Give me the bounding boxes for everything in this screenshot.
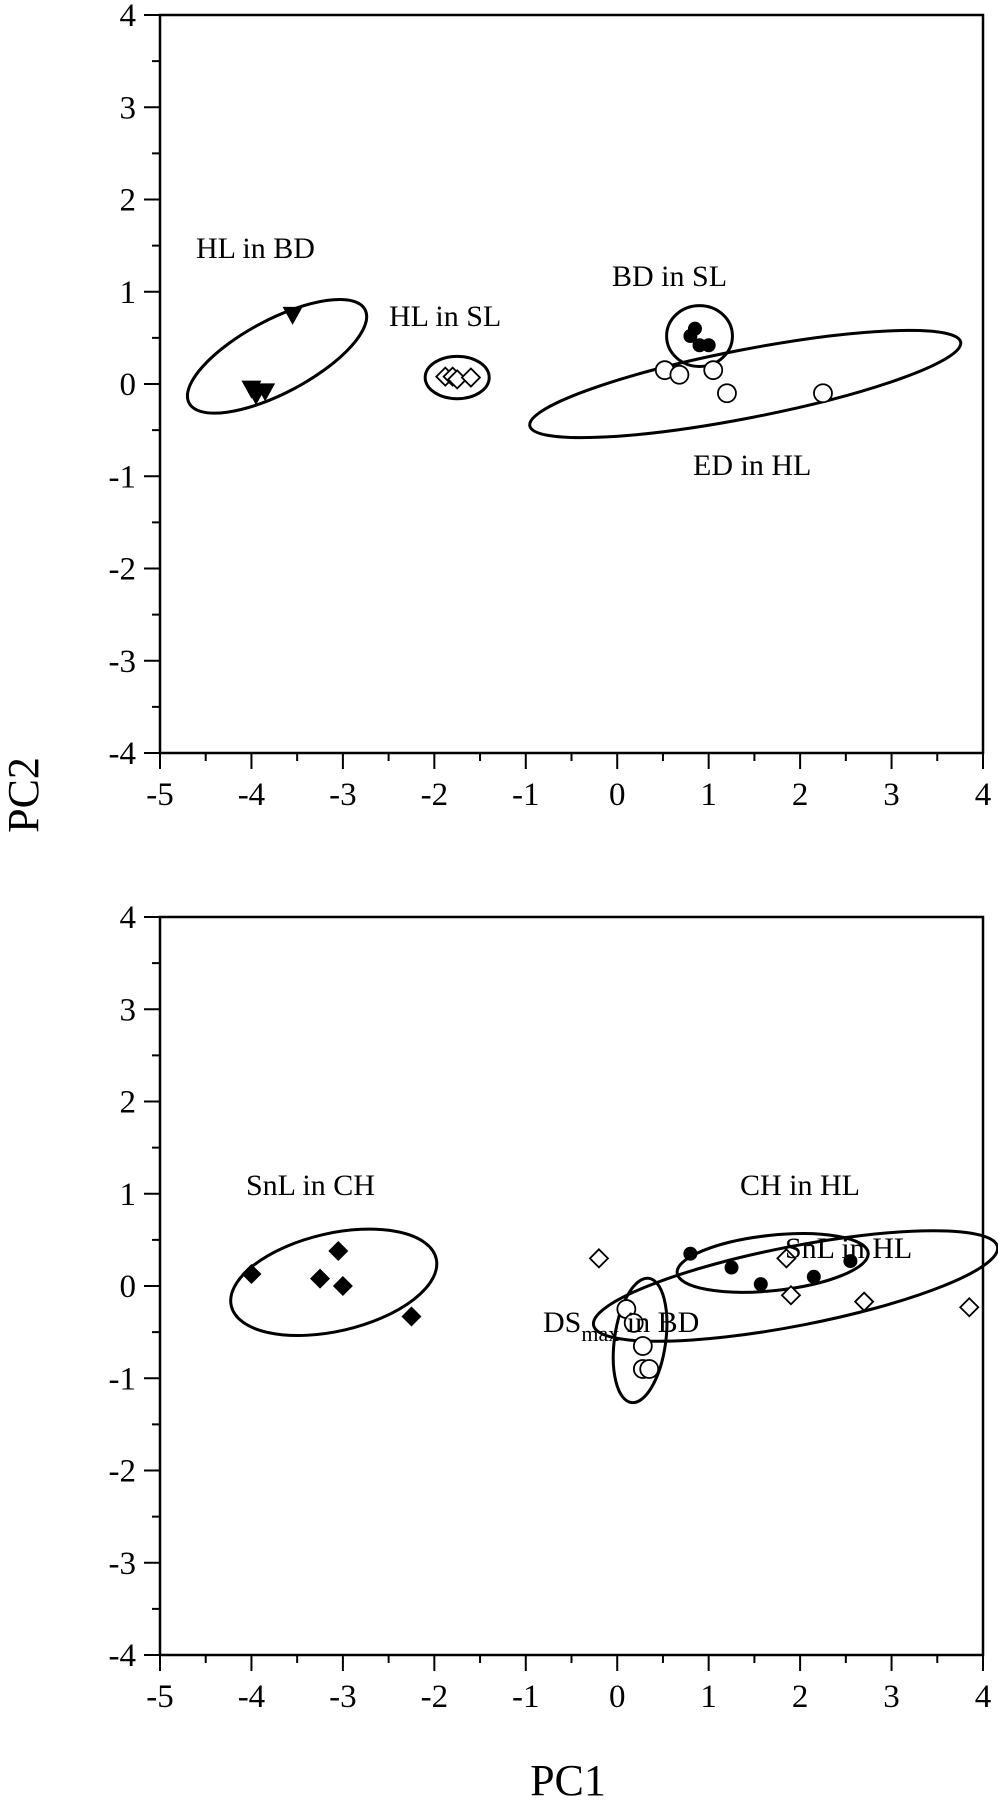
marker-diamond-open xyxy=(460,367,482,388)
y-tick-label-top: -3 xyxy=(109,644,137,680)
marker-circle-open xyxy=(639,1359,660,1379)
ellipses-bottom xyxy=(229,1227,998,1405)
marker-circle-filled xyxy=(683,1246,698,1261)
marker-diamond-open xyxy=(776,1248,797,1269)
marker-triangle-filled xyxy=(255,383,276,402)
y-tick-label-bottom: -2 xyxy=(109,1454,137,1490)
x-tick-label-top: 1 xyxy=(700,777,717,813)
marker-diamond-filled xyxy=(328,1240,349,1261)
x-tick-label-top: -5 xyxy=(146,777,174,813)
marker-diamond-filled xyxy=(241,1264,262,1285)
marker-diamond-open xyxy=(588,1248,610,1269)
x-tick-label-bottom: -3 xyxy=(329,1679,357,1715)
x-tick-label-top: -4 xyxy=(238,777,266,813)
x-tick-label-bottom: -4 xyxy=(238,1679,266,1715)
x-tick-label-bottom: 1 xyxy=(700,1679,717,1715)
marker-circle-open xyxy=(623,1313,644,1333)
marker-circle-filled xyxy=(687,321,702,336)
y-tick-label-top: -1 xyxy=(109,459,137,495)
group-ellipse-snl-in-ch xyxy=(229,1227,439,1337)
annotations-top: HL in BD HL in SL BD in SL ED in HL xyxy=(196,232,811,482)
marker-circle-open xyxy=(813,383,833,404)
x-tick-label-top: -3 xyxy=(329,777,357,813)
marker-circle-filled xyxy=(806,1269,821,1284)
x-axis-title: PC1 xyxy=(530,1756,606,1805)
marker-circle-open xyxy=(669,364,690,385)
y-tick-label-bottom: 3 xyxy=(120,992,137,1028)
y-tick-label-top: 3 xyxy=(120,90,137,126)
points-top xyxy=(241,306,833,406)
y-tick-label-top: -2 xyxy=(109,552,137,588)
y-tick-label-bottom: -4 xyxy=(109,1638,137,1674)
points-bottom xyxy=(241,1240,980,1379)
annotation-snl-in-hl: SnL in HL xyxy=(785,1232,912,1265)
y-tick-label-bottom: -1 xyxy=(109,1361,137,1397)
annotations-bottom: SnL in CH CH in HL SnL in HL DSmax in BD xyxy=(246,1169,912,1346)
x-tick-label-bottom: 2 xyxy=(792,1679,809,1715)
y-tick-label-top: -4 xyxy=(109,736,137,772)
x-tick-label-bottom: 0 xyxy=(609,1679,626,1715)
y-tick-label-top: 2 xyxy=(120,183,137,219)
annotation-ds-sub: max xyxy=(581,1321,619,1346)
marker-triangle-filled xyxy=(282,306,303,325)
x-tick-label-bottom: -5 xyxy=(146,1679,174,1715)
marker-circle-filled xyxy=(843,1254,858,1269)
marker-diamond-filled xyxy=(310,1268,331,1289)
y-tick-label-top: 1 xyxy=(120,275,137,311)
marker-diamond-open xyxy=(780,1284,802,1306)
group-ellipse-dsmax-in-bd xyxy=(611,1276,669,1405)
annotation-snl-in-ch: SnL in CH xyxy=(246,1169,375,1202)
x-tick-label-bottom: -1 xyxy=(512,1679,540,1715)
group-ellipse-ed-in-hl xyxy=(528,328,963,440)
annotation-hl-in-sl: HL in SL xyxy=(389,300,501,333)
x-tick-label-top: 0 xyxy=(609,777,626,813)
plot-frame-bottom xyxy=(158,915,985,1657)
marker-circle-open xyxy=(717,383,737,404)
x-tick-label-top: -1 xyxy=(512,777,540,813)
marker-diamond-filled xyxy=(401,1306,422,1327)
marker-circle-filled xyxy=(724,1260,739,1275)
x-tick-label-bottom: -2 xyxy=(421,1679,449,1715)
group-ellipse-ch-in-hl xyxy=(675,1232,870,1294)
marker-circle-filled xyxy=(753,1277,768,1292)
y-axis-title: PC2 xyxy=(0,757,48,833)
marker-circle-open xyxy=(632,1336,653,1356)
annotation-hl-in-bd: HL in BD xyxy=(196,232,315,265)
x-tick-label-top: -2 xyxy=(421,777,449,813)
marker-diamond-filled xyxy=(332,1276,353,1296)
y-tick-label-bottom: 1 xyxy=(120,1177,137,1213)
plot-frame-top xyxy=(158,13,985,755)
y-tick-label-top: 4 xyxy=(120,0,137,34)
y-tick-label-bottom: 0 xyxy=(120,1269,137,1305)
annotation-ds-rest: in BD xyxy=(619,1306,699,1339)
y-tick-label-bottom: 2 xyxy=(120,1085,137,1121)
y-tick-label-bottom: 4 xyxy=(120,900,137,936)
marker-circle-open xyxy=(703,360,724,381)
x-tick-label-bottom: 3 xyxy=(883,1679,900,1715)
ellipses-top xyxy=(185,297,963,440)
y-tick-label-top: 0 xyxy=(120,367,137,403)
x-tick-label-top: 2 xyxy=(792,777,809,813)
x-tick-label-top: 3 xyxy=(883,777,900,813)
annotation-bd-in-sl: BD in SL xyxy=(612,260,727,293)
annotation-ed-in-hl: ED in HL xyxy=(693,449,811,482)
annotation-ch-in-hl: CH in HL xyxy=(740,1169,860,1202)
marker-circle-filled xyxy=(701,338,716,353)
x-tick-label-bottom: 4 xyxy=(975,1679,992,1715)
group-ellipse-hl-in-bd xyxy=(185,297,369,415)
marker-diamond-open xyxy=(853,1291,875,1312)
group-ellipse-hl-in-sl xyxy=(423,354,491,401)
y-tick-label-bottom: -3 xyxy=(109,1546,137,1582)
annotation-ds-max-in-bd: DSmax in BD xyxy=(543,1306,699,1346)
group-ellipse-bd-in-sl xyxy=(665,304,734,368)
x-tick-label-top: 4 xyxy=(975,777,992,813)
annotation-ds-main: DS xyxy=(543,1306,581,1339)
marker-diamond-open xyxy=(959,1296,980,1318)
